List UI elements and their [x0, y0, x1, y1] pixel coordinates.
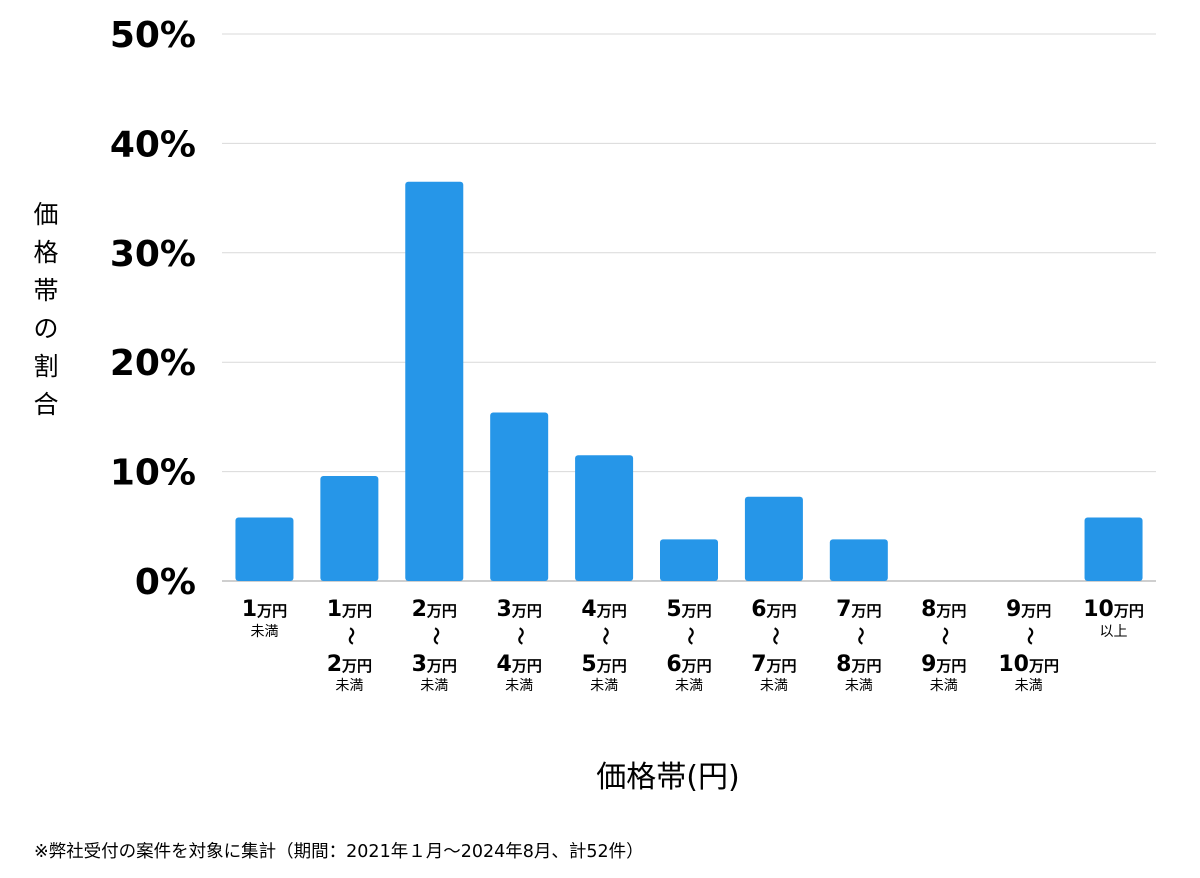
x-tick-note: 未満: [760, 678, 788, 694]
y-tick-label: 30%: [110, 234, 196, 275]
x-tick-price: 9万円: [921, 652, 966, 677]
x-tick-price: 4万円: [497, 652, 542, 677]
x-tick-price: 8万円: [921, 597, 966, 622]
y-tick-label: 50%: [110, 15, 196, 56]
x-tick-price: 10万円: [998, 652, 1059, 677]
x-tick-note: 以上: [1100, 624, 1128, 640]
bar: [829, 539, 888, 581]
x-tick-note: 未満: [845, 678, 873, 694]
x-tick-price: 1万円: [327, 597, 372, 622]
bar: [490, 412, 549, 581]
y-axis-title-char: 割: [33, 352, 59, 381]
y-axis-title-char: 帯: [33, 276, 59, 305]
y-tick-label: 40%: [110, 124, 196, 165]
bar: [660, 539, 718, 581]
bar: [744, 496, 803, 581]
footnote: ※弊社受付の案件を対象に集計（期間：2021年１月～2024年8月、計52件）: [34, 842, 644, 862]
bar: [1084, 517, 1143, 581]
x-tick-range-separator: ～: [509, 627, 530, 645]
y-axis-title-char: 格: [33, 238, 59, 267]
x-tick-note: 未満: [335, 678, 363, 694]
x-tick-price: 6万円: [666, 652, 711, 677]
x-tick-note: 未満: [930, 678, 958, 694]
bars: [235, 181, 1143, 581]
x-tick-note: 未満: [590, 678, 618, 694]
x-tick-price: 3万円: [412, 652, 457, 677]
y-axis-title-char: 合: [33, 390, 59, 419]
y-tick-labels: 0% 10% 20% 30% 40% 50%: [110, 15, 196, 603]
x-tick-price: 3万円: [497, 597, 542, 622]
x-axis-title: 価格帯(円): [596, 760, 740, 795]
x-tick-price: 6万円: [751, 597, 796, 622]
y-axis-title: 価格帯の割合: [28, 196, 64, 424]
x-tick-range-separator: ～: [594, 627, 615, 645]
x-tick-range-separator: ～: [849, 627, 870, 645]
x-tick-note: 未満: [505, 678, 533, 694]
y-axis-title-char: 価: [33, 200, 59, 229]
x-tick-price: 5万円: [666, 597, 711, 622]
y-tick-label: 0%: [135, 562, 196, 603]
x-tick-range-separator: ～: [424, 627, 445, 645]
bar: [235, 517, 294, 581]
x-tick-note: 未満: [675, 678, 703, 694]
x-tick-range-separator: ～: [764, 627, 785, 645]
x-tick-price: 1万円: [242, 597, 287, 622]
x-tick-price: 10万円: [1083, 597, 1144, 622]
y-tick-label: 20%: [110, 343, 196, 384]
x-tick-note: 未満: [420, 678, 448, 694]
x-tick-price: 2万円: [327, 652, 372, 677]
x-tick-range-separator: ～: [679, 627, 700, 645]
x-tick-note: 未満: [1015, 678, 1043, 694]
x-tick-price: 7万円: [836, 597, 881, 622]
x-tick-note: 未満: [250, 624, 278, 640]
y-tick-label: 10%: [110, 453, 196, 494]
bar: [320, 475, 379, 581]
x-tick-price: 9万円: [1006, 597, 1051, 622]
bar: [575, 455, 634, 581]
gridlines: [222, 33, 1156, 582]
x-tick-price: 8万円: [836, 652, 881, 677]
x-tick-range-separator: ～: [339, 627, 360, 645]
x-tick-range-separator: ～: [1019, 627, 1040, 645]
x-tick-price: 2万円: [412, 597, 457, 622]
bar: [405, 181, 464, 581]
x-tick-price: 7万円: [751, 652, 796, 677]
y-axis-title-char: の: [33, 314, 59, 343]
x-tick-price: 5万円: [581, 652, 626, 677]
x-tick-labels: 1万円未満1万円～2万円未満2万円～3万円未満3万円～4万円未満4万円～5万円未…: [242, 597, 1144, 694]
x-tick-price: 4万円: [581, 597, 626, 622]
x-tick-range-separator: ～: [934, 627, 955, 645]
